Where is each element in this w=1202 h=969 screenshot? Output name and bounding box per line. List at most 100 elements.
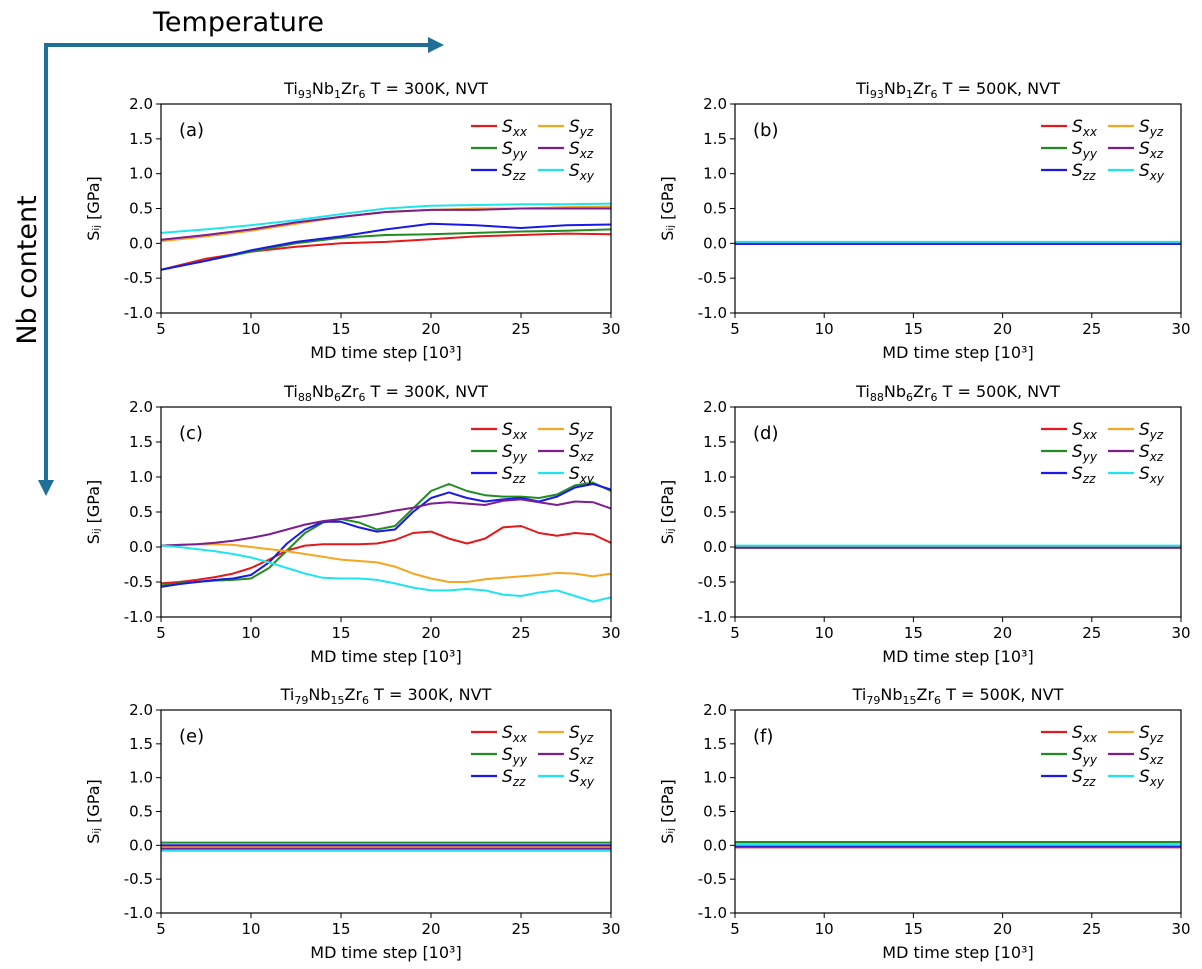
x-tick-label: 5 (156, 320, 166, 338)
y-tick-label: -1.0 (698, 608, 727, 626)
series-line-sxx (161, 234, 611, 270)
y-tick-label: 2.0 (703, 398, 727, 416)
y-tick-label: 1.0 (129, 769, 153, 787)
legend: Sxx Syz Syy Sxz Szz Sxy (471, 420, 595, 486)
legend-label-sxy: Sxy (1139, 161, 1165, 183)
x-tick-label: 15 (331, 920, 350, 938)
y-tick-label: 1.0 (703, 769, 727, 787)
x-tick-label: 5 (156, 624, 166, 642)
y-tick-label: -1.0 (124, 608, 153, 626)
chart-panel: -1.0 -0.5 0.0 0.5 1.0 1.5 2.0 5 10 15 20 25 30 MD tim… (658, 685, 1191, 962)
legend-label-sxy: Sxy (1139, 464, 1165, 486)
y-axis-title: Sᵢⱼ [GPa] (84, 480, 103, 545)
panel-title: Ti88Nb6Zr6 T = 300K, NVT (283, 382, 488, 404)
x-tick-label: 15 (331, 624, 350, 642)
y-tick-label: -0.5 (124, 870, 153, 888)
chart-panel: -1.0 -0.5 0.0 0.5 1.0 1.5 2.0 5 10 15 20 25 30 MD tim… (658, 79, 1191, 362)
legend-label-syz: Syz (1139, 420, 1164, 442)
y-tick-label: 1.5 (703, 735, 727, 753)
x-tick-label: 10 (241, 920, 260, 938)
panel-title: Ti93Nb1Zr6 T = 500K, NVT (855, 79, 1060, 101)
legend-label-sxx: Sxx (502, 723, 528, 745)
y-axis-title: Sᵢⱼ [GPa] (658, 176, 677, 241)
x-tick-label: 15 (331, 320, 350, 338)
y-tick-label: 1.0 (129, 165, 153, 183)
x-tick-label: 25 (511, 920, 530, 938)
x-tick-label: 25 (1082, 624, 1101, 642)
legend-label-szz: Szz (502, 464, 526, 486)
legend: Sxx Syz Syy Sxz Szz Sxy (1041, 420, 1165, 486)
legend-label-syz: Syz (1139, 723, 1164, 745)
x-tick-label: 5 (730, 320, 740, 338)
x-axis-title: MD time step [10³] (310, 647, 461, 666)
legend: Sxx Syz Syy Sxz Szz Sxy (1041, 723, 1165, 789)
legend-label-szz: Szz (1072, 464, 1096, 486)
y-tick-label: 0.0 (129, 538, 153, 556)
plot-frame (735, 710, 1181, 913)
y-tick-label: 1.0 (129, 468, 153, 486)
y-axis-title: Sᵢⱼ [GPa] (658, 779, 677, 844)
legend-label-sxy: Sxy (569, 464, 595, 486)
legend-label-syz: Syz (569, 420, 594, 442)
y-axis-title: Sᵢⱼ [GPa] (658, 480, 677, 545)
legend-label-sxy: Sxy (1139, 767, 1165, 789)
legend: Sxx Syz Syy Sxz Szz Sxy (1041, 117, 1165, 183)
legend-label-sxy: Sxy (569, 161, 595, 183)
nb-content-label: Nb content (12, 195, 43, 344)
legend-label-sxz: Sxz (1139, 442, 1164, 464)
y-tick-label: 1.5 (129, 433, 153, 451)
x-tick-label: 20 (993, 624, 1012, 642)
x-tick-label: 15 (904, 320, 923, 338)
legend-label-syz: Syz (1139, 117, 1164, 139)
y-tick-label: 2.0 (129, 95, 153, 113)
chart-panel: -1.0 -0.5 0.0 0.5 1.0 1.5 2.0 5 10 15 20 25 30 MD tim… (658, 382, 1191, 666)
legend-label-syy: Syy (1072, 745, 1098, 767)
y-tick-label: -1.0 (124, 304, 153, 322)
plot-frame (735, 104, 1181, 313)
x-tick-label: 10 (241, 320, 260, 338)
x-axis-title: MD time step [10³] (882, 343, 1033, 362)
y-tick-label: -1.0 (698, 904, 727, 922)
series-group (735, 546, 1181, 548)
series-group (161, 843, 611, 851)
panel-letter: (b) (753, 120, 778, 141)
legend-label-syy: Syy (502, 745, 528, 767)
legend-label-sxx: Sxx (1072, 117, 1098, 139)
x-tick-label: 5 (156, 920, 166, 938)
legend-label-szz: Szz (502, 767, 526, 789)
legend-label-sxz: Sxz (1139, 139, 1164, 161)
chart-panel: -1.0 -0.5 0.0 0.5 1.0 1.5 2.0 5 10 15 20 25 30 MD tim… (84, 382, 621, 666)
y-axis-title: Sᵢⱼ [GPa] (84, 779, 103, 844)
y-tick-label: 2.0 (129, 398, 153, 416)
series-group (735, 242, 1181, 244)
y-tick-label: -0.5 (698, 269, 727, 287)
temperature-arrow-head (428, 37, 444, 53)
y-tick-label: 2.0 (703, 95, 727, 113)
x-tick-label: 5 (730, 624, 740, 642)
legend: Sxx Syz Syy Sxz Szz Sxy (471, 723, 595, 789)
y-tick-label: 1.5 (129, 735, 153, 753)
x-tick-label: 30 (601, 624, 620, 642)
series-group (735, 842, 1181, 847)
series-line-szz (161, 484, 611, 587)
legend-label-sxx: Sxx (1072, 723, 1098, 745)
x-axis-title: MD time step [10³] (310, 943, 461, 962)
x-tick-label: 20 (421, 320, 440, 338)
legend-label-sxz: Sxz (569, 442, 594, 464)
series-line-sxz (161, 499, 611, 545)
chart-panel: -1.0 -0.5 0.0 0.5 1.0 1.5 2.0 5 10 15 20 25 30 MD tim… (84, 685, 621, 962)
y-tick-label: 1.5 (129, 130, 153, 148)
panel-letter: (a) (179, 120, 204, 141)
temperature-label: Temperature (152, 7, 324, 38)
x-axis-title: MD time step [10³] (310, 343, 461, 362)
x-tick-label: 5 (730, 920, 740, 938)
x-tick-label: 25 (511, 320, 530, 338)
y-axis-title: Sᵢⱼ [GPa] (84, 176, 103, 241)
x-tick-label: 20 (993, 920, 1012, 938)
x-tick-label: 30 (1171, 920, 1190, 938)
legend-label-syy: Syy (502, 442, 528, 464)
y-tick-label: -0.5 (698, 573, 727, 591)
x-tick-label: 25 (511, 624, 530, 642)
legend-label-syy: Syy (502, 139, 528, 161)
x-tick-label: 20 (421, 624, 440, 642)
